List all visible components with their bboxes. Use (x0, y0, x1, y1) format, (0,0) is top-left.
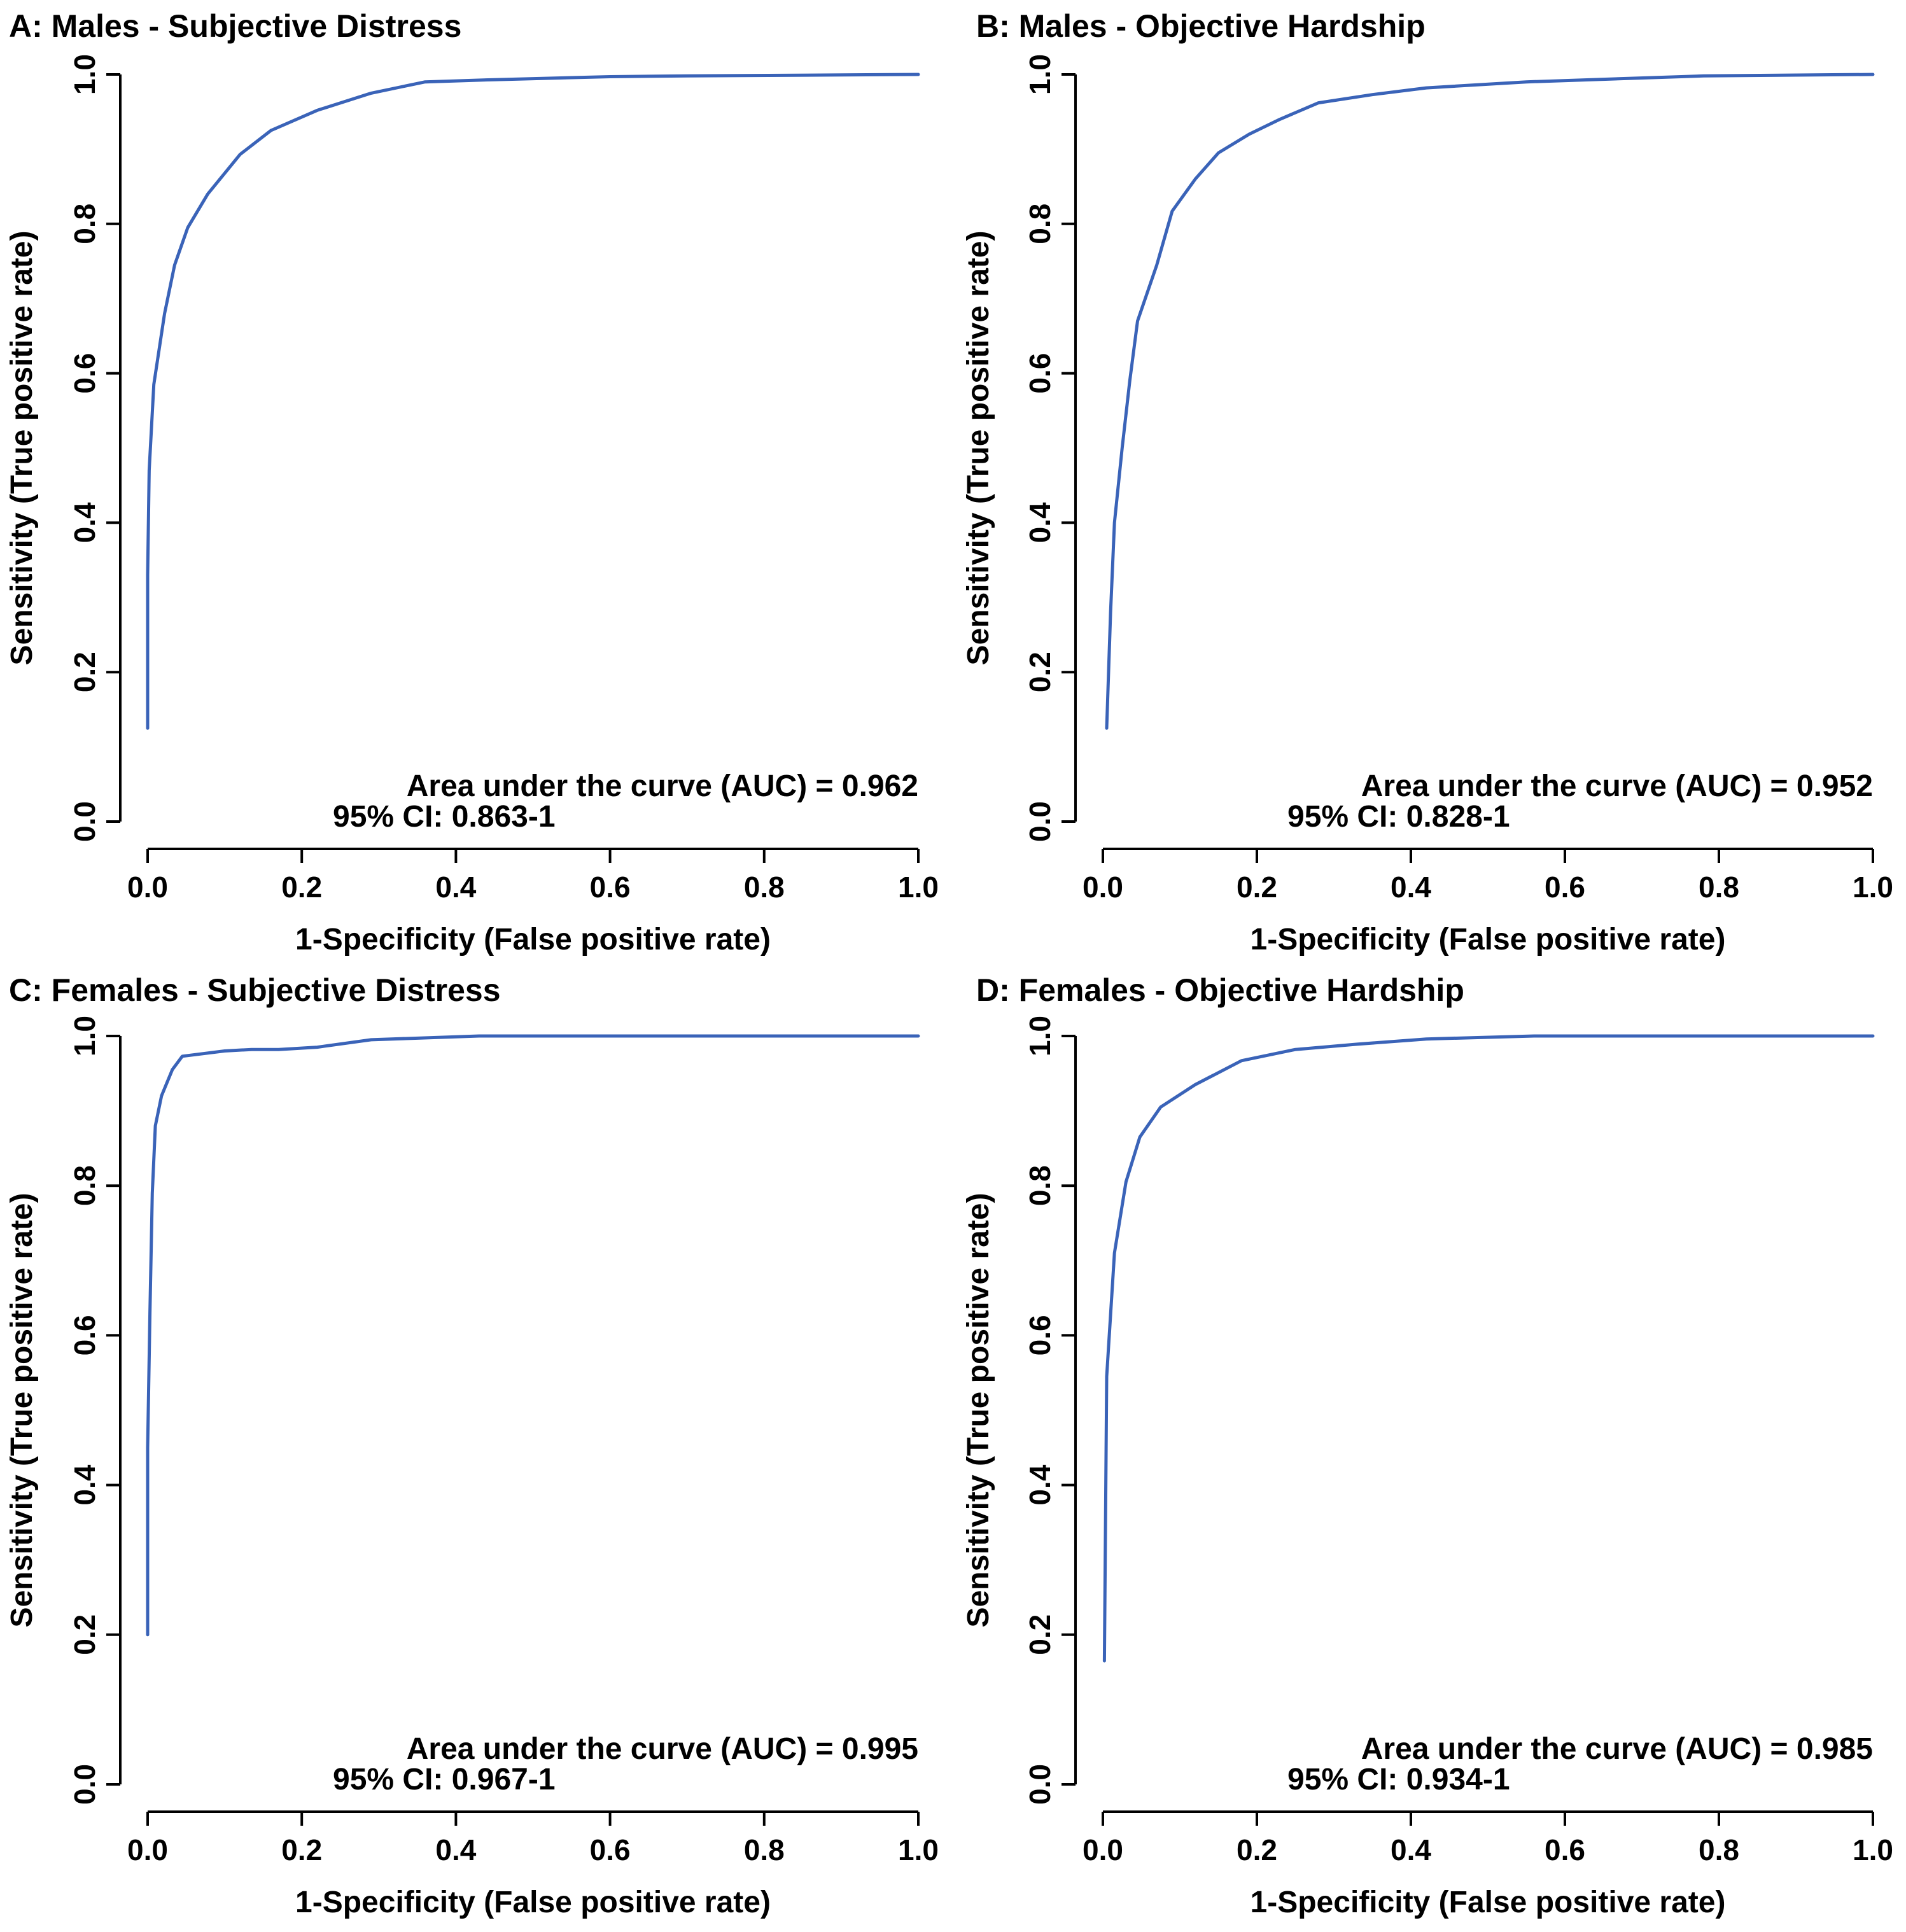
roc-panels: A: Males - Subjective Distress 0.0 0.2 0.4 0… (5, 8, 1893, 1919)
y-tick-label: 0.4 (1023, 1464, 1056, 1505)
x-tick-label: 1.0 (1853, 871, 1893, 904)
y-axis-label: Sensitivity (True positive rate) (5, 1193, 39, 1628)
ci-annotation: 95% CI: 0.934-1 (1287, 1763, 1510, 1796)
y-tick-label: 1.0 (1023, 54, 1056, 95)
y-tick-label: 0.2 (68, 652, 101, 692)
x-tick-label: 0.8 (744, 1833, 785, 1866)
auc-annotation: Area under the curve (AUC) = 0.962 (407, 769, 918, 803)
auc-annotation: Area under the curve (AUC) = 0.952 (1361, 769, 1873, 803)
x-tick-label: 1.0 (1853, 1833, 1893, 1866)
y-tick-label: 1.0 (1023, 1016, 1056, 1056)
y-tick-label: 0.6 (1023, 1315, 1056, 1355)
panel-title: C: Females - Subjective Distress (9, 972, 501, 1008)
y-tick-label: 1.0 (68, 1016, 101, 1056)
panel-title: D: Females - Objective Hardship (976, 972, 1464, 1008)
panel-title: B: Males - Objective Hardship (976, 8, 1426, 44)
x-axis-label: 1-Specificity (False positive rate) (295, 923, 771, 956)
x-axis-label: 1-Specificity (False positive rate) (1251, 1886, 1726, 1919)
roc-curve-line (1105, 73, 1875, 730)
ci-annotation: 95% CI: 0.967-1 (333, 1763, 556, 1796)
x-tick-label: 0.0 (127, 1833, 168, 1866)
y-tick-label: 0.2 (68, 1614, 101, 1655)
y-axis-label: Sensitivity (True positive rate) (5, 231, 39, 666)
auc-annotation: Area under the curve (AUC) = 0.995 (407, 1732, 918, 1766)
chart-panel-a: A: Males - Subjective Distress 0.0 0.2 0.4 0… (5, 8, 939, 956)
y-tick-label: 0.4 (68, 1464, 101, 1505)
y-tick-label: 0.6 (1023, 353, 1056, 394)
y-tick-label: 0.8 (1023, 204, 1056, 244)
y-axis-label: Sensitivity (True positive rate) (962, 231, 995, 666)
y-tick-label: 0.0 (1023, 801, 1056, 842)
ci-annotation: 95% CI: 0.863-1 (333, 800, 556, 834)
y-tick-label: 0.6 (68, 1315, 101, 1355)
chart-panel-d: D: Females - Objective Hardship 0.0 0.2 0.4… (962, 972, 1893, 1919)
y-tick-label: 0.8 (68, 204, 101, 244)
x-tick-label: 0.4 (435, 1833, 476, 1866)
y-tick-label: 0.0 (1023, 1764, 1056, 1805)
y-tick-label: 0.4 (68, 502, 101, 543)
y-tick-label: 0.4 (1023, 502, 1056, 543)
y-tick-label: 0.2 (1023, 652, 1056, 692)
chart-panel-b: B: Males - Objective Hardship 0.0 0.2 0.4 0.… (962, 8, 1893, 956)
x-tick-label: 0.2 (281, 871, 322, 904)
x-tick-label: 0.8 (1699, 1833, 1739, 1866)
y-tick-label: 1.0 (68, 54, 101, 95)
x-tick-label: 1.0 (898, 1833, 939, 1866)
x-tick-label: 0.4 (1391, 871, 1431, 904)
y-tick-label: 0.0 (68, 1764, 101, 1805)
x-tick-label: 0.4 (435, 871, 476, 904)
x-tick-label: 0.6 (1545, 1833, 1585, 1866)
roc-curve-line (1102, 1034, 1875, 1663)
panel-title: A: Males - Subjective Distress (9, 8, 461, 44)
ci-annotation: 95% CI: 0.828-1 (1287, 800, 1510, 834)
y-tick-label: 0.8 (1023, 1165, 1056, 1206)
x-tick-label: 0.0 (127, 871, 168, 904)
x-tick-label: 0.0 (1083, 1833, 1123, 1866)
x-tick-label: 0.2 (1237, 871, 1277, 904)
x-tick-label: 0.2 (1237, 1833, 1277, 1866)
y-tick-label: 0.6 (68, 353, 101, 394)
chart-panel-c: C: Females - Subjective Distress 0.0 0.2 0.… (5, 972, 939, 1919)
y-tick-label: 0.0 (68, 801, 101, 842)
y-tick-label: 0.2 (1023, 1614, 1056, 1655)
x-tick-label: 0.8 (744, 871, 785, 904)
x-axis-label: 1-Specificity (False positive rate) (295, 1886, 771, 1919)
x-axis-label: 1-Specificity (False positive rate) (1251, 923, 1726, 956)
roc-curve-line (146, 73, 920, 730)
y-tick-label: 0.8 (68, 1165, 101, 1206)
x-tick-label: 0.0 (1083, 871, 1123, 904)
x-tick-label: 1.0 (898, 871, 939, 904)
x-tick-label: 0.6 (590, 1833, 631, 1866)
x-tick-label: 0.2 (281, 1833, 322, 1866)
y-axis-label: Sensitivity (True positive rate) (962, 1193, 995, 1628)
roc-curve-line (146, 1034, 920, 1637)
x-tick-label: 0.8 (1699, 871, 1739, 904)
x-tick-label: 0.6 (1545, 871, 1585, 904)
x-tick-label: 0.4 (1391, 1833, 1431, 1866)
auc-annotation: Area under the curve (AUC) = 0.985 (1361, 1732, 1873, 1766)
x-tick-label: 0.6 (590, 871, 631, 904)
